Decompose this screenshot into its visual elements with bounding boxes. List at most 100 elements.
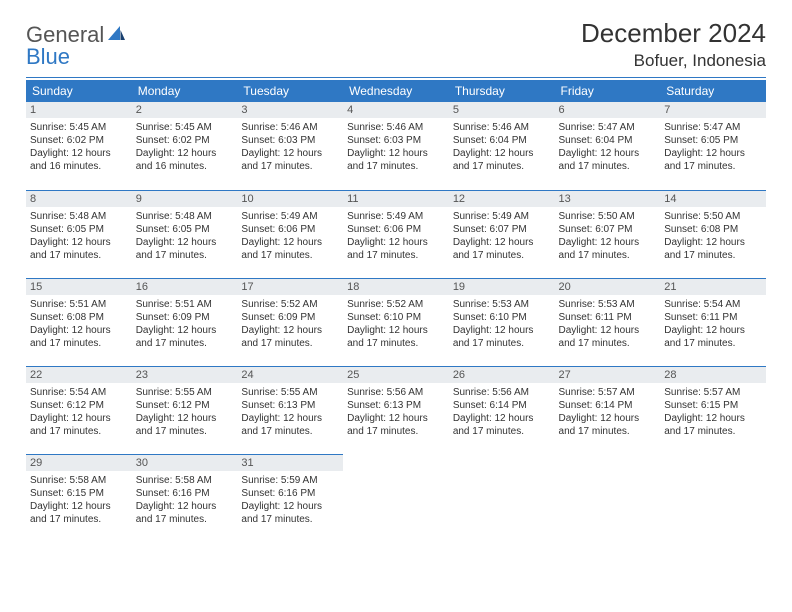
calendar-cell: 18Sunrise: 5:52 AMSunset: 6:10 PMDayligh…: [343, 278, 449, 366]
sunset-line: Sunset: 6:15 PM: [664, 399, 762, 412]
calendar-cell: 21Sunrise: 5:54 AMSunset: 6:11 PMDayligh…: [660, 278, 766, 366]
sunset-line: Sunset: 6:08 PM: [664, 223, 762, 236]
daylight-line: Daylight: 12 hours and 17 minutes.: [136, 324, 234, 350]
sunset-line: Sunset: 6:08 PM: [30, 311, 128, 324]
day-number: 5: [449, 102, 555, 118]
daylight-line: Daylight: 12 hours and 17 minutes.: [559, 412, 657, 438]
sunrise-line: Sunrise: 5:45 AM: [136, 121, 234, 134]
daylight-line: Daylight: 12 hours and 17 minutes.: [30, 324, 128, 350]
daylight-line: Daylight: 12 hours and 17 minutes.: [241, 324, 339, 350]
sunset-line: Sunset: 6:10 PM: [453, 311, 551, 324]
daylight-line: Daylight: 12 hours and 17 minutes.: [664, 412, 762, 438]
sunset-line: Sunset: 6:03 PM: [347, 134, 445, 147]
daylight-line: Daylight: 12 hours and 17 minutes.: [241, 500, 339, 526]
col-friday: Friday: [555, 80, 661, 102]
sunrise-line: Sunrise: 5:57 AM: [559, 386, 657, 399]
day-number: 14: [660, 190, 766, 207]
logo-text-blue: Blue: [26, 44, 70, 70]
col-tuesday: Tuesday: [237, 80, 343, 102]
top-divider: [26, 77, 766, 78]
sunset-line: Sunset: 6:14 PM: [453, 399, 551, 412]
day-number: 15: [26, 278, 132, 295]
daylight-line: Daylight: 12 hours and 17 minutes.: [559, 236, 657, 262]
calendar-cell: 15 Sunrise: 5:51 AMSunset: 6:08 PMDayligh…: [26, 278, 132, 366]
day-number: 27: [555, 366, 661, 383]
calendar-cell: 12Sunrise: 5:49 AMSunset: 6:07 PMDayligh…: [449, 190, 555, 278]
calendar-cell: 26Sunrise: 5:56 AMSunset: 6:14 PMDayligh…: [449, 366, 555, 454]
day-number: 18: [343, 278, 449, 295]
daylight-line: Daylight: 12 hours and 17 minutes.: [559, 324, 657, 350]
title-block: December 2024 Bofuer, Indonesia: [581, 18, 766, 71]
sunrise-line: Sunrise: 5:54 AM: [664, 298, 762, 311]
sunset-line: Sunset: 6:04 PM: [453, 134, 551, 147]
day-number: 20: [555, 278, 661, 295]
calendar-cell: 9Sunrise: 5:48 AMSunset: 6:05 PMDaylight…: [132, 190, 238, 278]
calendar-cell: [343, 454, 449, 542]
sunset-line: Sunset: 6:06 PM: [241, 223, 339, 236]
daylight-line: Daylight: 12 hours and 17 minutes.: [241, 236, 339, 262]
sunset-line: Sunset: 6:09 PM: [136, 311, 234, 324]
day-number: 29: [26, 454, 132, 471]
sunrise-line: Sunrise: 5:51 AM: [30, 298, 128, 311]
sunset-line: Sunset: 6:09 PM: [241, 311, 339, 324]
sunrise-line: Sunrise: 5:46 AM: [453, 121, 551, 134]
sunrise-line: Sunrise: 5:53 AM: [559, 298, 657, 311]
calendar-table: Sunday Monday Tuesday Wednesday Thursday…: [26, 80, 766, 542]
day-number: 11: [343, 190, 449, 207]
day-number: 25: [343, 366, 449, 383]
sunset-line: Sunset: 6:13 PM: [241, 399, 339, 412]
day-number: 9: [132, 190, 238, 207]
calendar-cell: 6Sunrise: 5:47 AMSunset: 6:04 PMDaylight…: [555, 102, 661, 190]
day-number: 30: [132, 454, 238, 471]
calendar-cell: 17Sunrise: 5:52 AMSunset: 6:09 PMDayligh…: [237, 278, 343, 366]
daylight-line: Daylight: 12 hours and 17 minutes.: [347, 412, 445, 438]
day-number: 28: [660, 366, 766, 383]
day-number: 21: [660, 278, 766, 295]
daylight-line: Daylight: 12 hours and 17 minutes.: [347, 324, 445, 350]
sunset-line: Sunset: 6:11 PM: [559, 311, 657, 324]
calendar-header-row: Sunday Monday Tuesday Wednesday Thursday…: [26, 80, 766, 102]
daylight-line: Daylight: 12 hours and 17 minutes.: [136, 236, 234, 262]
calendar-cell: 25Sunrise: 5:56 AMSunset: 6:13 PMDayligh…: [343, 366, 449, 454]
daylight-line: Daylight: 12 hours and 17 minutes.: [30, 412, 128, 438]
day-number: 19: [449, 278, 555, 295]
col-saturday: Saturday: [660, 80, 766, 102]
header-bar: General December 2024 Bofuer, Indonesia: [26, 18, 766, 71]
daylight-line: Daylight: 12 hours and 17 minutes.: [453, 412, 551, 438]
calendar-cell: 3Sunrise: 5:46 AMSunset: 6:03 PMDaylight…: [237, 102, 343, 190]
calendar-row: 22Sunrise: 5:54 AMSunset: 6:12 PMDayligh…: [26, 366, 766, 454]
sunrise-line: Sunrise: 5:47 AM: [559, 121, 657, 134]
day-number: 26: [449, 366, 555, 383]
sunrise-line: Sunrise: 5:59 AM: [241, 474, 339, 487]
sunset-line: Sunset: 6:06 PM: [347, 223, 445, 236]
calendar-cell: 1Sunrise: 5:45 AMSunset: 6:02 PMDaylight…: [26, 102, 132, 190]
daylight-line: Daylight: 12 hours and 17 minutes.: [453, 236, 551, 262]
sunrise-line: Sunrise: 5:48 AM: [30, 210, 128, 223]
daylight-line: Daylight: 12 hours and 17 minutes.: [30, 236, 128, 262]
calendar-cell: [660, 454, 766, 542]
calendar-cell: 4Sunrise: 5:46 AMSunset: 6:03 PMDaylight…: [343, 102, 449, 190]
daylight-line: Daylight: 12 hours and 17 minutes.: [453, 324, 551, 350]
sunrise-line: Sunrise: 5:49 AM: [241, 210, 339, 223]
calendar-cell: 16Sunrise: 5:51 AMSunset: 6:09 PMDayligh…: [132, 278, 238, 366]
sunrise-line: Sunrise: 5:50 AM: [664, 210, 762, 223]
calendar-cell: 7Sunrise: 5:47 AMSunset: 6:05 PMDaylight…: [660, 102, 766, 190]
daylight-line: Daylight: 12 hours and 17 minutes.: [347, 236, 445, 262]
sunrise-line: Sunrise: 5:54 AM: [30, 386, 128, 399]
daylight-line: Daylight: 12 hours and 17 minutes.: [347, 147, 445, 173]
col-sunday: Sunday: [26, 80, 132, 102]
sunset-line: Sunset: 6:15 PM: [30, 487, 128, 500]
sunrise-line: Sunrise: 5:55 AM: [241, 386, 339, 399]
sunset-line: Sunset: 6:05 PM: [30, 223, 128, 236]
sunset-line: Sunset: 6:05 PM: [664, 134, 762, 147]
col-thursday: Thursday: [449, 80, 555, 102]
day-number: 2: [132, 102, 238, 118]
sunrise-line: Sunrise: 5:58 AM: [136, 474, 234, 487]
sunset-line: Sunset: 6:05 PM: [136, 223, 234, 236]
sunrise-line: Sunrise: 5:46 AM: [347, 121, 445, 134]
calendar-cell: 28Sunrise: 5:57 AMSunset: 6:15 PMDayligh…: [660, 366, 766, 454]
daylight-line: Daylight: 12 hours and 16 minutes.: [136, 147, 234, 173]
calendar-cell: 8Sunrise: 5:48 AMSunset: 6:05 PMDaylight…: [26, 190, 132, 278]
day-number: 24: [237, 366, 343, 383]
calendar-cell: 27Sunrise: 5:57 AMSunset: 6:14 PMDayligh…: [555, 366, 661, 454]
